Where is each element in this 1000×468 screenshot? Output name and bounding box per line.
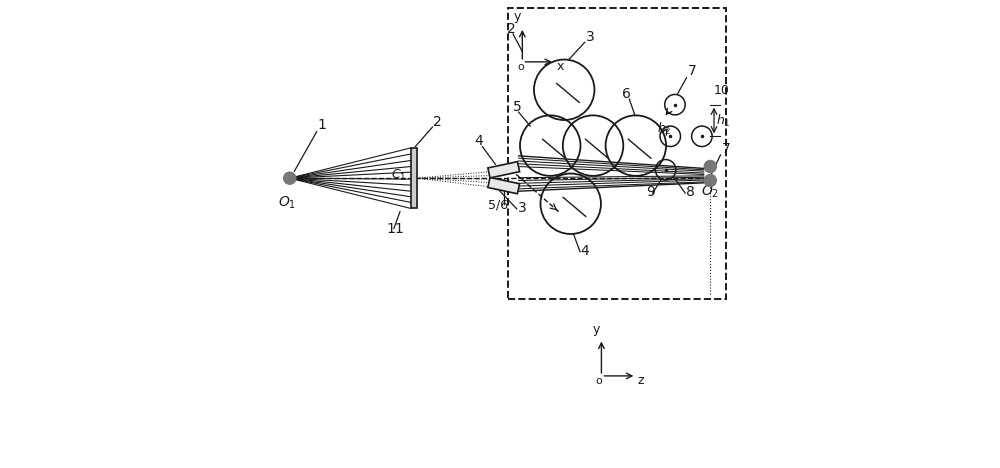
Text: 6: 6 [622,87,631,101]
Text: 2: 2 [507,22,515,36]
Text: 8: 8 [686,185,695,199]
Text: y: y [514,10,521,23]
Bar [411,148,417,208]
Text: 3: 3 [586,30,594,44]
Polygon shape [488,161,520,178]
Text: 9: 9 [646,185,655,199]
Text: $h_2$: $h_2$ [657,121,672,137]
Text: 2: 2 [433,115,442,129]
Text: 5/6: 5/6 [488,198,508,212]
Text: 3: 3 [518,201,526,215]
Text: 7: 7 [721,142,730,155]
Circle shape [704,161,716,173]
Text: x: x [556,60,564,73]
Text: $O_2$: $O_2$ [701,183,719,200]
Text: $h_1$: $h_1$ [716,113,731,129]
Text: 5: 5 [513,100,521,114]
Text: 10: 10 [714,84,730,97]
Text: y: y [593,323,600,336]
Circle shape [704,175,716,187]
Circle shape [284,172,296,184]
Text: $O_1$: $O_1$ [278,195,296,212]
Polygon shape [488,177,520,194]
Text: z: z [638,374,644,387]
Text: o: o [518,62,524,72]
Text: 11: 11 [386,222,404,236]
Text: $C_1$: $C_1$ [391,168,407,183]
Text: 4: 4 [474,134,483,148]
Bar [508,8,726,299]
Text: 1: 1 [318,118,327,132]
Text: o: o [596,376,603,386]
Text: 4: 4 [580,244,589,258]
Text: 7: 7 [687,65,696,78]
